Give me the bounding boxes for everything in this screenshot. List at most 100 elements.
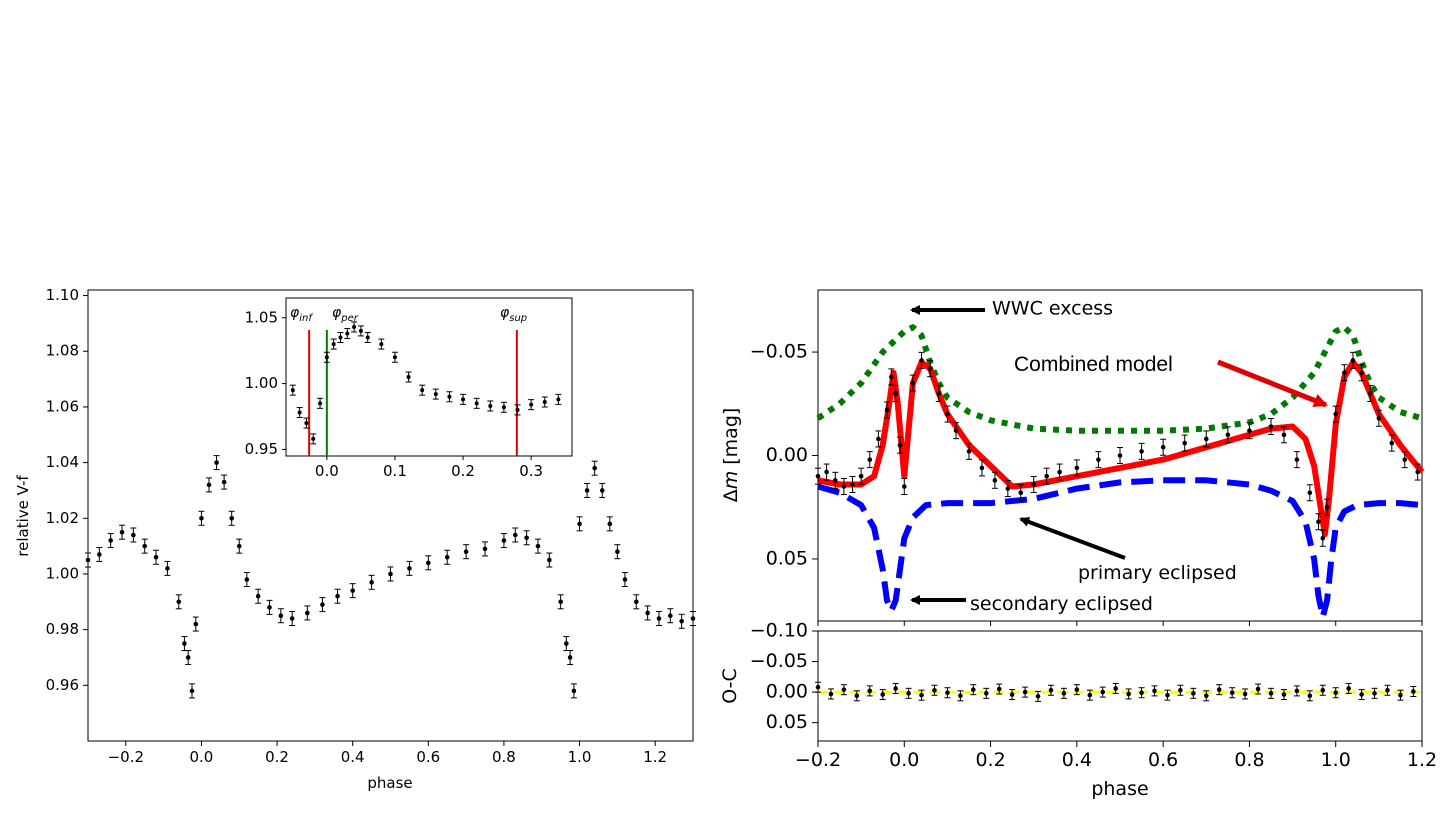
data-marker [244, 577, 250, 582]
data-marker [1061, 691, 1067, 696]
data-point [344, 328, 351, 340]
data-point [1009, 689, 1016, 701]
data-marker [1100, 689, 1106, 695]
data-point [1410, 686, 1417, 697]
right-bottom-data-points [815, 681, 1417, 702]
data-point [927, 360, 934, 378]
inset-frame [285, 297, 573, 457]
data-point [500, 401, 507, 413]
data-marker [1367, 391, 1373, 396]
data-point [1371, 687, 1378, 699]
data-point [534, 538, 541, 554]
x-tick-label: 0.4 [341, 748, 365, 766]
data-point [368, 574, 375, 590]
data-point [85, 552, 91, 568]
data-marker [488, 403, 493, 408]
data-point [1138, 442, 1145, 460]
primary-eclipsed-arrow [1019, 517, 1126, 560]
data-marker [501, 538, 507, 543]
data-marker [897, 442, 903, 448]
data-marker [119, 529, 125, 535]
data-point [655, 611, 662, 627]
data-point [334, 588, 341, 604]
data-marker [953, 428, 959, 433]
data-point [349, 583, 356, 599]
data-point [296, 407, 303, 419]
data-marker [1415, 469, 1420, 475]
right-bottom-y-axis-label: O-C [719, 668, 741, 704]
data-marker [607, 521, 613, 527]
right-top-model-lines [816, 324, 1425, 620]
data-marker [1350, 358, 1356, 363]
data-marker [1126, 691, 1131, 697]
data-marker [1333, 690, 1339, 696]
data-marker [311, 436, 316, 441]
data-point [909, 374, 916, 392]
combined-model-arrow [1217, 359, 1328, 408]
data-marker [850, 482, 855, 487]
data-marker [828, 691, 834, 697]
data-point [192, 616, 199, 632]
data-point [1151, 685, 1158, 697]
data-marker [633, 599, 639, 605]
left-x-axis-label: phase [367, 774, 412, 792]
data-marker [841, 484, 847, 489]
data-marker [345, 331, 350, 336]
x-tick-label: −0.2 [795, 749, 841, 771]
data-marker [358, 328, 363, 333]
y-tick-label: −0.05 [750, 341, 808, 363]
data-point [198, 510, 205, 526]
data-marker [1398, 692, 1403, 698]
left-y-ticks: 0.96 0.98 1.00 1.02 1.04 1.06 1.08 1.10 [46, 286, 88, 694]
data-point [330, 338, 337, 350]
data-marker [1307, 693, 1313, 699]
data-point [905, 687, 912, 699]
data-point [944, 405, 951, 423]
data-point [432, 388, 439, 400]
data-point [460, 393, 467, 405]
data-marker [1281, 692, 1287, 697]
data-marker [558, 599, 563, 605]
data-marker [535, 543, 541, 549]
data-point [584, 482, 591, 498]
data-marker [824, 469, 829, 475]
inset-vertical-lines [308, 330, 518, 456]
data-point [644, 605, 651, 621]
data-marker [547, 557, 552, 563]
data-marker [1182, 440, 1188, 446]
data-marker [945, 690, 950, 696]
data-point [213, 455, 220, 471]
data-point [1017, 484, 1024, 502]
data-marker [379, 342, 384, 347]
y-tick-label: 0.98 [46, 620, 79, 638]
data-marker [1268, 691, 1274, 696]
data-point [840, 478, 847, 496]
data-point [1397, 689, 1404, 701]
data-marker [542, 400, 547, 405]
data-point [1345, 682, 1352, 694]
data-point [633, 594, 640, 610]
data-point [289, 384, 296, 396]
data-point [1086, 689, 1093, 701]
data-marker [906, 691, 911, 696]
data-marker [214, 460, 219, 465]
data-marker [529, 402, 534, 407]
data-point [555, 393, 562, 405]
data-marker [854, 693, 860, 699]
data-point [277, 608, 284, 624]
data-point [487, 400, 494, 412]
data-point [1293, 451, 1300, 469]
x-tick-label: 0.2 [975, 749, 1005, 771]
data-point [1181, 434, 1188, 452]
data-point [690, 611, 696, 627]
data-point [1306, 690, 1313, 702]
data-marker [1087, 692, 1093, 698]
data-point [1332, 405, 1339, 423]
data-marker [1005, 486, 1011, 491]
data-point [351, 321, 358, 333]
data-marker [919, 358, 924, 363]
data-point [153, 549, 160, 565]
combined-model-label: Combined model [1014, 353, 1173, 376]
data-marker [945, 411, 950, 417]
data-point [500, 533, 507, 549]
